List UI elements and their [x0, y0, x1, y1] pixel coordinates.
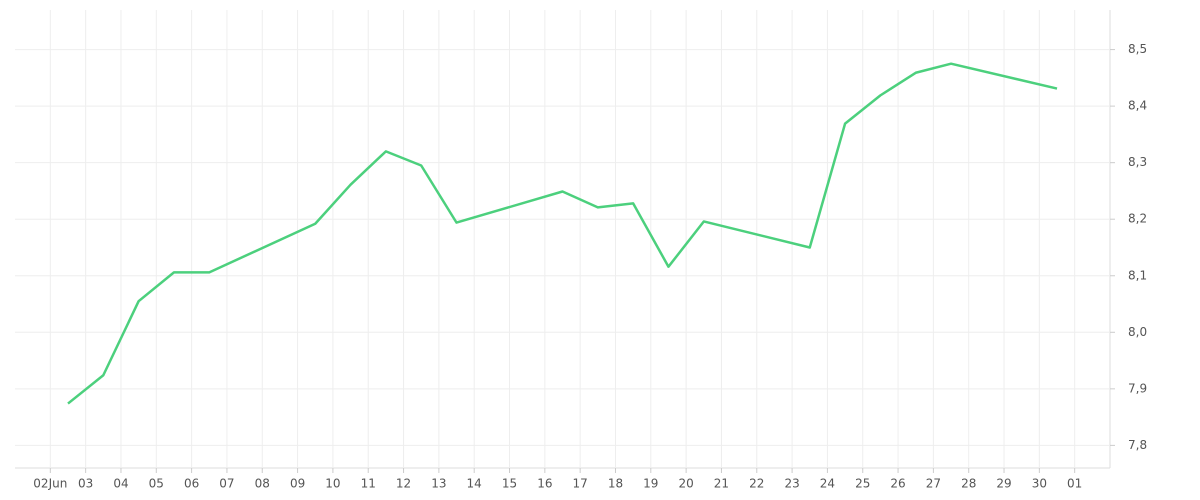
x-tick-label: 24	[820, 477, 835, 491]
x-tick-label: 12	[396, 477, 411, 491]
x-tick-label: 27	[926, 477, 941, 491]
x-tick-label: 29	[996, 477, 1011, 491]
x-tick-label: 30	[1032, 477, 1047, 491]
x-tick-label: 05	[149, 477, 164, 491]
x-tick-label: 03	[78, 477, 93, 491]
y-tick-label: 8,1	[1128, 268, 1147, 282]
x-tick-label: 21	[714, 477, 729, 491]
y-tick-label: 8,4	[1128, 99, 1147, 113]
x-tick-label: 23	[784, 477, 799, 491]
x-tick-label: 28	[961, 477, 976, 491]
x-tick-label: 20	[678, 477, 693, 491]
x-tick-label: 06	[184, 477, 199, 491]
x-tick-label: 08	[255, 477, 270, 491]
x-tick-label: 10	[325, 477, 340, 491]
x-tick-label: 11	[361, 477, 376, 491]
x-tick-label: 15	[502, 477, 517, 491]
y-tick-label: 8,3	[1128, 155, 1147, 169]
x-tick-label: 01	[1067, 477, 1082, 491]
y-tick-label: 7,8	[1128, 438, 1147, 452]
x-tick-label: 26	[890, 477, 905, 491]
x-tick-label: 19	[643, 477, 658, 491]
x-tick-label: 07	[219, 477, 234, 491]
x-tick-label: 04	[113, 477, 128, 491]
y-tick-label: 8,0	[1128, 325, 1147, 339]
x-tick-label: 22	[749, 477, 764, 491]
x-tick-label: 02Jun	[33, 477, 67, 491]
x-tick-label: 18	[608, 477, 623, 491]
x-tick-label: 16	[537, 477, 552, 491]
x-tick-label: 14	[467, 477, 482, 491]
y-tick-label: 8,5	[1128, 42, 1147, 56]
y-tick-label: 8,2	[1128, 212, 1147, 226]
x-tick-label: 09	[290, 477, 305, 491]
x-tick-label: 25	[855, 477, 870, 491]
y-tick-label: 7,9	[1128, 381, 1147, 395]
x-tick-label: 17	[573, 477, 588, 491]
data-line	[67, 62, 1058, 405]
x-tick-label: 13	[431, 477, 446, 491]
